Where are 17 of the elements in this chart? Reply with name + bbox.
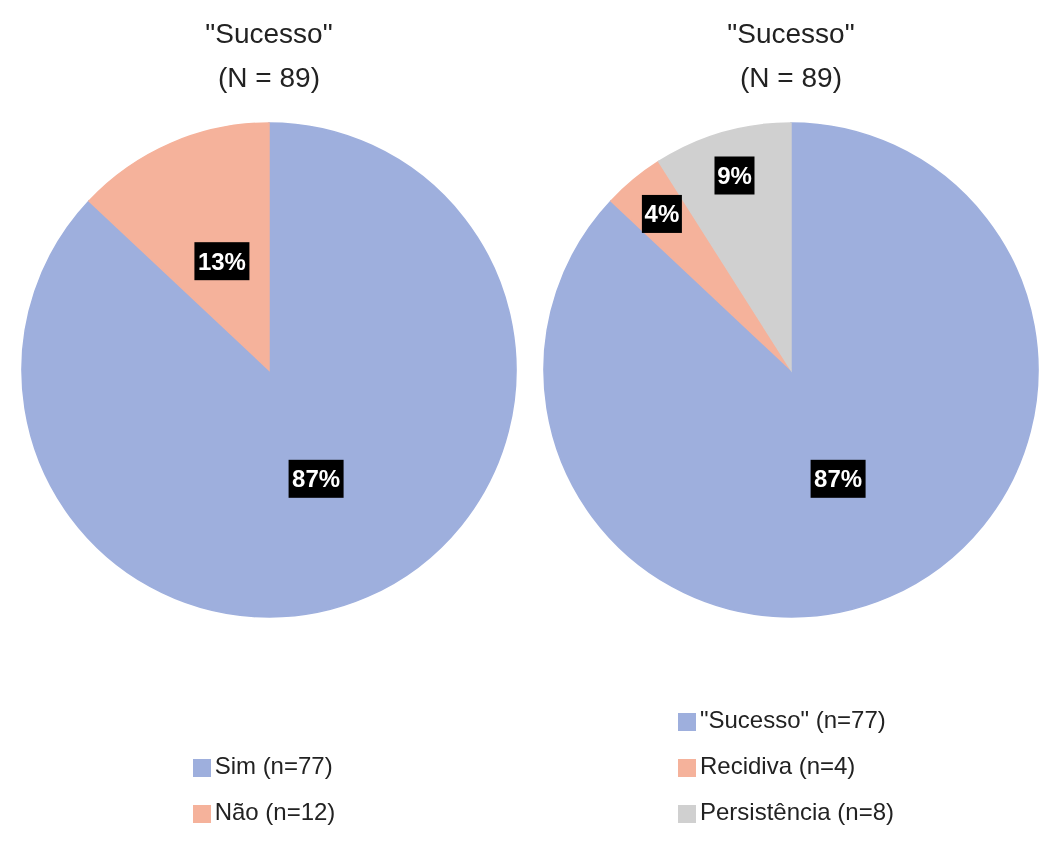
legend-label: Persistência (n=8) <box>699 798 895 825</box>
chart-title: "Sucesso" <box>726 17 856 51</box>
pie-slice <box>88 122 270 371</box>
data-label: 9% <box>717 162 752 189</box>
chart-subtitle: (N = 89) <box>739 61 843 95</box>
legend-label: Recidiva (n=4) <box>699 752 856 779</box>
pie-slice <box>543 122 1039 618</box>
pie-slice <box>21 122 517 618</box>
data-label: 87% <box>814 465 863 493</box>
legend-label: Sim (n=77) <box>214 752 333 779</box>
data-label: 4% <box>644 200 680 228</box>
chart-title: "Sucesso" <box>204 17 334 51</box>
legend-label: Não (n=12) <box>214 798 336 825</box>
legend-label: "Sucesso" (n=77) <box>699 706 886 733</box>
chart-subtitle: (N = 89) <box>217 61 321 95</box>
data-label: 87% <box>292 465 341 493</box>
data-label: 13% <box>197 247 246 275</box>
